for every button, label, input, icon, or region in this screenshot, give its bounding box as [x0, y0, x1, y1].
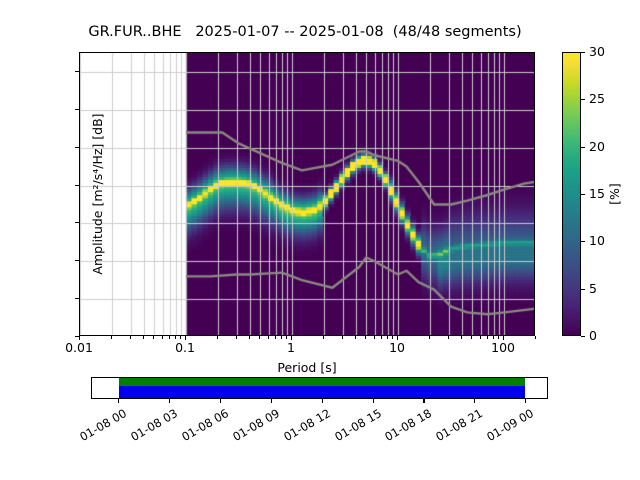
x-tick-mark-minor	[161, 336, 163, 339]
timeline-tick-mark	[220, 399, 222, 403]
x-tick-mark-minor	[479, 336, 481, 339]
colorbar-tick-mark	[581, 146, 585, 148]
y-tick-mark	[75, 298, 79, 300]
x-tick-mark-major	[185, 336, 187, 340]
colorbar-gradient	[563, 53, 580, 335]
x-tick-mark-minor	[267, 336, 269, 339]
x-tick-mark-minor	[322, 336, 325, 339]
x-tick-label: 1	[287, 340, 295, 355]
y-tick-mark	[75, 260, 79, 262]
x-tick-label: 100	[491, 340, 515, 355]
colorbar-tick-mark	[581, 241, 585, 243]
timeline-tick-label: 01-08 09	[230, 406, 282, 444]
timeline-tick-mark	[372, 399, 374, 403]
y-tick-mark	[75, 222, 79, 224]
timeline-tick-mark	[169, 399, 171, 403]
timeline-tick-mark	[118, 399, 120, 403]
x-tick-mark-major	[79, 336, 81, 340]
x-tick-mark-minor	[235, 336, 237, 339]
coverage-timeline[interactable]	[91, 377, 548, 399]
x-tick-label: 0.01	[65, 340, 93, 355]
y-tick-mark	[75, 184, 79, 186]
x-tick-mark-minor	[492, 336, 494, 339]
x-tick-mark-minor	[248, 336, 250, 339]
timeline-tick-label: 01-09 00	[484, 406, 537, 444]
timeline-tick-label: 01-08 03	[128, 406, 181, 444]
x-tick-label: 0.1	[175, 340, 195, 355]
colorbar-tick-label: 10	[589, 233, 605, 249]
x-tick-mark-minor	[386, 336, 388, 339]
x-tick-mark-minor	[460, 336, 462, 339]
x-tick-mark-minor	[447, 336, 449, 339]
x-tick-mark-minor	[280, 336, 282, 339]
x-tick-mark-minor	[486, 336, 488, 339]
colorbar-tick-mark	[581, 194, 585, 196]
x-tick-mark-minor	[380, 336, 382, 339]
timeline-tick-mark	[270, 399, 273, 403]
x-axis-label: Period [s]	[277, 360, 337, 375]
timeline-tick-label: 01-08 21	[433, 406, 486, 444]
y-tick-mark	[75, 108, 79, 110]
x-tick-mark-minor	[216, 336, 219, 339]
x-tick-mark-minor	[174, 336, 176, 339]
timeline-tick-mark	[474, 399, 476, 403]
x-tick-mark-minor	[286, 336, 288, 339]
timeline-data-coverage-bar[interactable]	[118, 386, 525, 398]
x-tick-mark-minor	[110, 336, 112, 339]
x-tick-mark-minor	[274, 336, 276, 339]
timeline-tick-mark	[321, 399, 323, 403]
x-tick-mark-minor	[180, 336, 182, 339]
colorbar-tick-label: 15	[589, 186, 605, 201]
colorbar-tick-mark	[581, 288, 585, 290]
timeline-tick-label: 01-08 12	[280, 406, 333, 444]
x-tick-mark-minor	[341, 336, 343, 339]
x-tick-mark-minor	[129, 336, 131, 339]
colorbar-tick-label: 30	[589, 44, 605, 59]
y-axis-label: Amplitude [m²/s⁴/Hz] [dB]	[90, 113, 105, 275]
colorbar-tick-mark	[581, 336, 585, 338]
x-tick-mark-minor	[535, 336, 537, 339]
x-tick-mark-major	[503, 336, 505, 340]
x-tick-mark-minor	[365, 336, 367, 339]
page-title: GR.FUR..BHE 2025-01-07 -- 2025-01-08 (48…	[88, 24, 522, 40]
timeline-tick-label: 01-08 18	[382, 406, 435, 444]
colorbar-tick-label: 5	[589, 280, 597, 296]
colorbar-tick-mark	[581, 52, 585, 54]
x-tick-mark-minor	[142, 336, 144, 339]
colorbar-tick-mark	[581, 99, 585, 101]
x-tick-mark-major	[397, 336, 399, 340]
timeline-tick-label: 01-08 00	[77, 406, 130, 444]
x-tick-mark-minor	[259, 336, 261, 339]
timeline-tick-label: 01-08 15	[331, 406, 384, 444]
colorbar-tick-label: 0	[589, 328, 597, 343]
colorbar-label: [%]	[607, 183, 622, 205]
x-tick-mark-minor	[354, 336, 356, 339]
y-tick-mark	[75, 70, 79, 73]
colorbar-tick-label: 25	[589, 91, 605, 107]
x-tick-mark-minor	[428, 336, 431, 339]
x-tick-mark-minor	[498, 336, 500, 339]
y-tick-mark	[75, 146, 79, 148]
x-tick-label: 10	[389, 340, 406, 355]
x-tick-mark-minor	[153, 336, 155, 339]
colorbar[interactable]	[562, 52, 581, 336]
x-tick-mark-minor	[373, 336, 375, 339]
timeline-tick-label: 01-08 06	[179, 406, 232, 444]
colorbar-tick-label: 20	[589, 138, 605, 154]
timeline-tick-mark	[525, 399, 527, 403]
x-tick-mark-minor	[168, 336, 170, 339]
ppsd-heatmap	[80, 53, 534, 335]
x-tick-mark-major	[291, 336, 293, 340]
ppsd-plot-area[interactable]	[79, 52, 535, 336]
timeline-used-segments-bar[interactable]	[118, 378, 525, 387]
y-tick-mark	[75, 336, 79, 338]
x-tick-mark-minor	[392, 336, 394, 339]
timeline-tick-mark	[423, 399, 425, 403]
x-tick-mark-minor	[471, 336, 473, 339]
